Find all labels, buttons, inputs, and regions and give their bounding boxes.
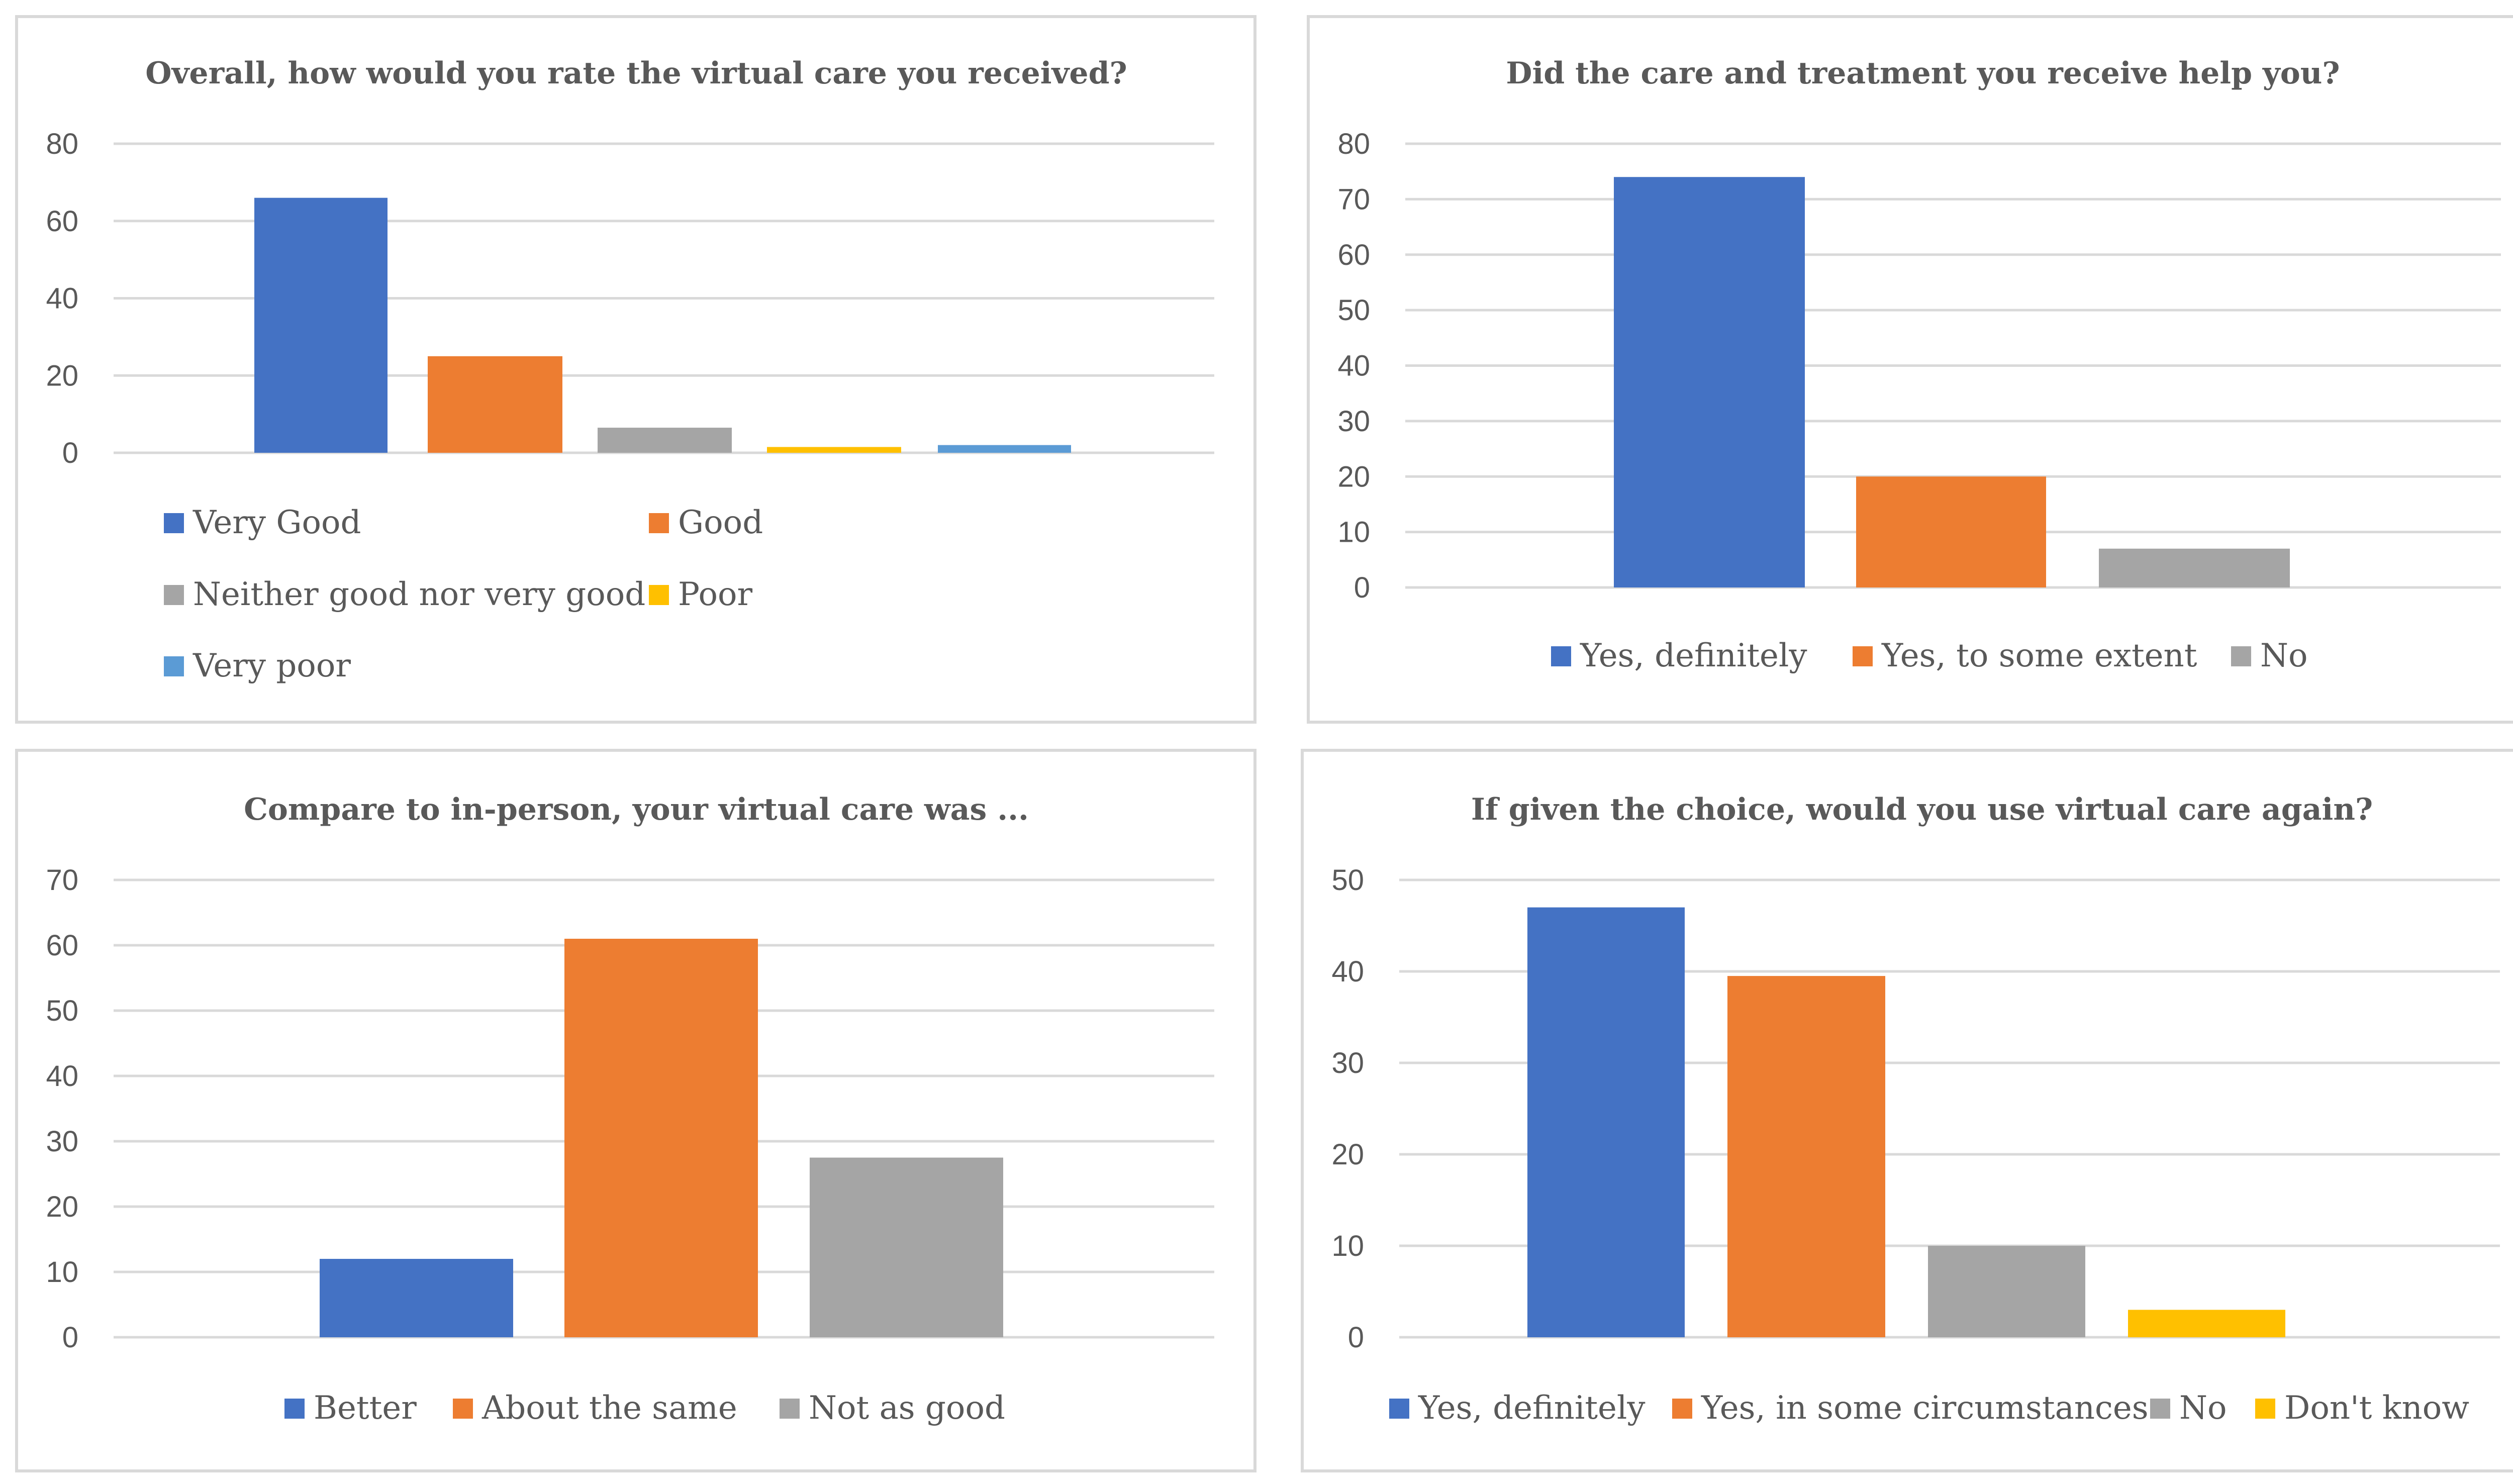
y-tick-label: 40 <box>1331 955 1364 988</box>
y-tick-label: 20 <box>46 359 78 392</box>
legend-swatch <box>2231 646 2251 666</box>
y-tick-label: 40 <box>46 1060 78 1093</box>
y-tick-label: 10 <box>1331 1230 1364 1262</box>
legend-label: Very Good <box>192 504 361 541</box>
y-tick-label: 50 <box>1337 294 1370 327</box>
chart-svg-overall-rating: Overall, how would you rate the virtual … <box>46 56 1214 684</box>
bar-good <box>428 356 562 453</box>
legend-swatch <box>1672 1399 1692 1419</box>
chart-panel-care-helped: Did the care and treatment you receive h… <box>1307 15 2513 724</box>
y-tick-label: 80 <box>1337 128 1370 160</box>
y-tick-label: 30 <box>1331 1047 1364 1079</box>
chart-title: Overall, how would you rate the virtual … <box>145 56 1127 91</box>
y-tick-label: 0 <box>62 1321 78 1354</box>
y-tick-label: 60 <box>46 929 78 962</box>
legend-swatch <box>1389 1399 1409 1419</box>
chart-panel-use-again: If given the choice, would you use virtu… <box>1301 749 2513 1472</box>
y-tick-label: 80 <box>46 128 78 160</box>
legend-swatch <box>1551 646 1571 666</box>
legend-label: Yes, to some extent <box>1881 637 2197 674</box>
y-tick-label: 60 <box>1337 239 1370 271</box>
legend-swatch <box>649 513 669 533</box>
legend-swatch <box>2255 1399 2275 1419</box>
y-tick-label: 20 <box>1337 460 1370 493</box>
legend-swatch <box>453 1399 473 1419</box>
legend-label: Poor <box>678 576 753 613</box>
bar-not-as-good <box>810 1157 1003 1337</box>
y-tick-label: 40 <box>1337 350 1370 382</box>
bar-yes-definitely <box>1614 177 1805 588</box>
y-tick-label: 0 <box>1354 571 1370 604</box>
legend-label: No <box>2179 1390 2227 1427</box>
y-tick-label: 50 <box>46 995 78 1027</box>
bar-neither-good-nor-very-good <box>598 428 732 453</box>
y-tick-label: 50 <box>1331 864 1364 897</box>
legend-label: Good <box>678 504 763 541</box>
chart-title: If given the choice, would you use virtu… <box>1471 792 2373 827</box>
legend-swatch <box>164 513 184 533</box>
bar-yes-in-some-circumstances <box>1727 976 1885 1337</box>
bar-no <box>1928 1246 2085 1337</box>
chart-panel-compare-in-person: Compare to in-person, your virtual care … <box>15 749 1257 1472</box>
legend-label: Better <box>314 1390 417 1427</box>
legend-label: Yes, in some circumstances <box>1701 1390 2149 1427</box>
bar-better <box>320 1259 513 1337</box>
y-tick-label: 70 <box>46 864 78 897</box>
y-tick-label: 0 <box>1348 1321 1364 1354</box>
bar-don-t-know <box>2128 1310 2285 1337</box>
y-tick-label: 30 <box>1337 405 1370 438</box>
legend-swatch <box>164 585 184 605</box>
chart-title: Compare to in-person, your virtual care … <box>244 792 1029 827</box>
legend-label: About the same <box>481 1390 737 1427</box>
bar-poor <box>767 447 901 453</box>
bar-yes-to-some-extent <box>1856 476 2046 587</box>
legend-swatch <box>2150 1399 2170 1419</box>
chart-svg-care-helped: Did the care and treatment you receive h… <box>1337 56 2501 674</box>
legend-swatch <box>780 1399 800 1419</box>
legend-swatch <box>1853 646 1873 666</box>
bar-yes-definitely <box>1527 907 1685 1337</box>
y-tick-label: 20 <box>1331 1138 1364 1171</box>
legend-label: Very poor <box>192 647 351 684</box>
legend-label: Neither good nor very good <box>193 576 645 613</box>
legend-label: Yes, definitely <box>1418 1390 1646 1427</box>
y-tick-label: 70 <box>1337 183 1370 216</box>
legend-swatch <box>164 656 184 676</box>
chart-svg-compare-in-person: Compare to in-person, your virtual care … <box>46 792 1214 1427</box>
legend-swatch <box>649 585 669 605</box>
legend-label: Not as good <box>809 1390 1005 1427</box>
chart-title: Did the care and treatment you receive h… <box>1506 56 2340 91</box>
y-tick-label: 40 <box>46 282 78 315</box>
bar-no <box>2099 548 2290 587</box>
bar-about-the-same <box>564 939 758 1337</box>
legend-label: Yes, definitely <box>1580 637 1807 674</box>
chart-svg-use-again: If given the choice, would you use virtu… <box>1331 792 2500 1427</box>
y-tick-label: 0 <box>62 437 78 469</box>
y-tick-label: 20 <box>46 1191 78 1223</box>
y-tick-label: 10 <box>46 1256 78 1289</box>
y-tick-label: 10 <box>1337 516 1370 549</box>
bar-very-poor <box>938 445 1071 453</box>
chart-panel-overall-rating: Overall, how would you rate the virtual … <box>15 15 1257 724</box>
y-tick-label: 30 <box>46 1125 78 1158</box>
legend-label: Don't know <box>2284 1390 2469 1427</box>
bar-very-good <box>254 197 388 453</box>
legend-label: No <box>2260 637 2308 674</box>
y-tick-label: 60 <box>46 205 78 238</box>
legend-swatch <box>284 1399 305 1419</box>
